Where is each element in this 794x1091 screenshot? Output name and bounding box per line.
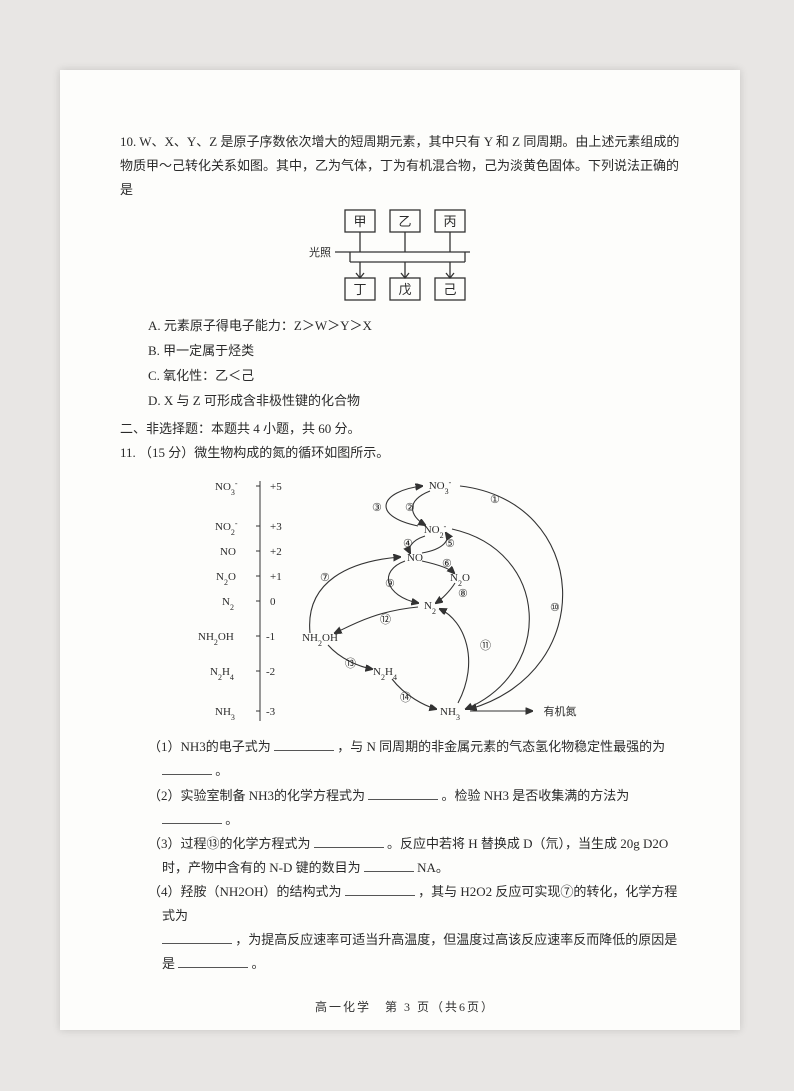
blank-1b[interactable] — [162, 761, 212, 775]
q11-part-1: （1）NH3的电子式为 ，与 N 同周期的非金属元素的气态氢化物稳定性最强的为 … — [134, 735, 690, 783]
q10-option-b: B. 甲一定属于烃类 — [120, 339, 690, 363]
q10-number: 10. — [120, 134, 136, 149]
axis-val-3: +3 — [270, 521, 282, 533]
box-bing: 丙 — [443, 214, 456, 229]
page-footer: 高一化学 第 3 页（共6页） — [120, 996, 690, 1018]
edge-7: ⑦ — [320, 572, 330, 584]
node-organic-n: 有机氮 — [544, 704, 577, 718]
box-ji: 己 — [443, 282, 456, 297]
axis-no2: NO2- — [215, 519, 238, 537]
section-2-heading: 二、非选择题：本题共 4 小题，共 60 分。 — [120, 417, 690, 441]
edge-11: ⑪ — [480, 639, 491, 652]
box-jia: 甲 — [353, 214, 366, 229]
q11-p1c: 。 — [215, 763, 228, 778]
axis-val-m1: -1 — [266, 631, 275, 643]
edge-1: ① — [490, 494, 500, 506]
q11-diagram: NO3- +5 NO2- +3 NO +2 N2O +1 N2 0 NH2OH … — [160, 471, 640, 731]
question-11: 11. （15 分）微生物构成的氮的循环如图所示。 — [120, 441, 690, 465]
node-no2: NO2- — [424, 522, 447, 540]
axis-val-m2: -2 — [266, 666, 275, 678]
q11-part-2: （2）实验室制备 NH3的化学方程式为 。检验 NH3 是否收集满的方法为 。 — [134, 784, 690, 832]
blank-1a[interactable] — [274, 737, 334, 751]
blank-2a[interactable] — [368, 785, 438, 799]
q11-p3a: （3）过程⑬的化学方程式为 — [148, 836, 311, 851]
node-n2h4: N2H4 — [373, 666, 397, 682]
q11-p2c: 。 — [225, 812, 238, 827]
exam-page: 10. W、X、Y、Z 是原子序数依次增大的短周期元素，其中只有 Y 和 Z 同… — [60, 70, 740, 1030]
q11-number: 11. — [120, 445, 136, 460]
node-no3: NO3- — [429, 478, 452, 496]
q11-p1b: ，与 N 同周期的非金属元素的气态氢化物稳定性最强的为 — [337, 739, 665, 754]
box-wu: 戊 — [398, 282, 411, 297]
q11-p4a: （4）羟胺（NH2OH）的结构式为 — [148, 884, 342, 899]
box-yi: 乙 — [398, 214, 411, 229]
node-nh2oh: NH2OH — [302, 632, 338, 648]
q11-p3c: NA。 — [417, 860, 449, 875]
axis-val-1: +1 — [270, 571, 282, 583]
axis-n2: N2 — [222, 596, 234, 612]
blank-4c[interactable] — [178, 954, 248, 968]
edge-6: ⑥ — [442, 558, 452, 570]
q11-p4d: 。 — [252, 956, 265, 971]
axis-nh3: NH3 — [215, 706, 235, 722]
edge-12: ⑫ — [380, 613, 391, 626]
node-no: NO — [407, 552, 423, 564]
blank-4a[interactable] — [345, 881, 415, 895]
axis-val-m3: -3 — [266, 706, 276, 718]
q10-option-a: A. 元素原子得电子能力：Z＞W＞Y＞X — [120, 314, 690, 338]
q11-p1a: （1）NH3的电子式为 — [148, 739, 271, 754]
q10-diagram: 甲 乙 丙 丁 戊 己 光照 — [290, 208, 520, 308]
box-ding: 丁 — [353, 282, 366, 297]
edge-4: ④ — [403, 538, 413, 550]
q10-stem: W、X、Y、Z 是原子序数依次增大的短周期元素，其中只有 Y 和 Z 同周期。由… — [120, 134, 679, 197]
axis-nh2oh: NH2OH — [198, 631, 234, 647]
edge-10: ⑩ — [550, 602, 560, 614]
blank-3b[interactable] — [364, 857, 414, 871]
edge-3: ③ — [372, 502, 382, 514]
label-guangzhao: 光照 — [309, 245, 331, 259]
axis-no3: NO3- — [215, 479, 238, 497]
edge-5: ⑤ — [445, 538, 455, 550]
axis-n2h4: N2H4 — [210, 666, 234, 682]
edge-8: ⑧ — [458, 588, 468, 600]
axis-val-2: +2 — [270, 546, 282, 558]
q10-option-c: C. 氧化性：乙＜己 — [120, 364, 690, 388]
blank-4b[interactable] — [162, 930, 232, 944]
q11-part-4: （4）羟胺（NH2OH）的结构式为 ，其与 H2O2 反应可实现⑦的转化，化学方… — [134, 880, 690, 976]
q10-option-d: D. X 与 Z 可形成含非极性键的化合物 — [120, 389, 690, 413]
edge-9: ⑨ — [385, 578, 395, 590]
edge-14: ⑭ — [400, 691, 411, 704]
node-n2: N2 — [424, 600, 436, 616]
q11-p2b: 。检验 NH3 是否收集满的方法为 — [442, 788, 630, 803]
axis-val-0: 0 — [270, 596, 276, 608]
blank-2b[interactable] — [162, 809, 222, 823]
edge-2: ② — [405, 502, 415, 514]
axis-val-5: +5 — [270, 481, 282, 493]
axis-no: NO — [220, 546, 236, 558]
q11-p4c: ，为提高反应速率可适当升高温度，但温度过高该反应速率反而降低的原因是 — [235, 932, 677, 947]
q11-part-3: （3）过程⑬的化学方程式为 。反应中若将 H 替换成 D（氘），当生成 20g … — [134, 832, 690, 880]
blank-3a[interactable] — [314, 833, 384, 847]
axis-n2o: N2O — [216, 571, 236, 587]
question-10: 10. W、X、Y、Z 是原子序数依次增大的短周期元素，其中只有 Y 和 Z 同… — [120, 130, 690, 202]
q11-p2a: （2）实验室制备 NH3的化学方程式为 — [148, 788, 365, 803]
edge-13: ⑬ — [345, 657, 356, 670]
q11-stem: （15 分）微生物构成的氮的循环如图所示。 — [139, 445, 389, 460]
node-nh3: NH3 — [440, 706, 460, 722]
